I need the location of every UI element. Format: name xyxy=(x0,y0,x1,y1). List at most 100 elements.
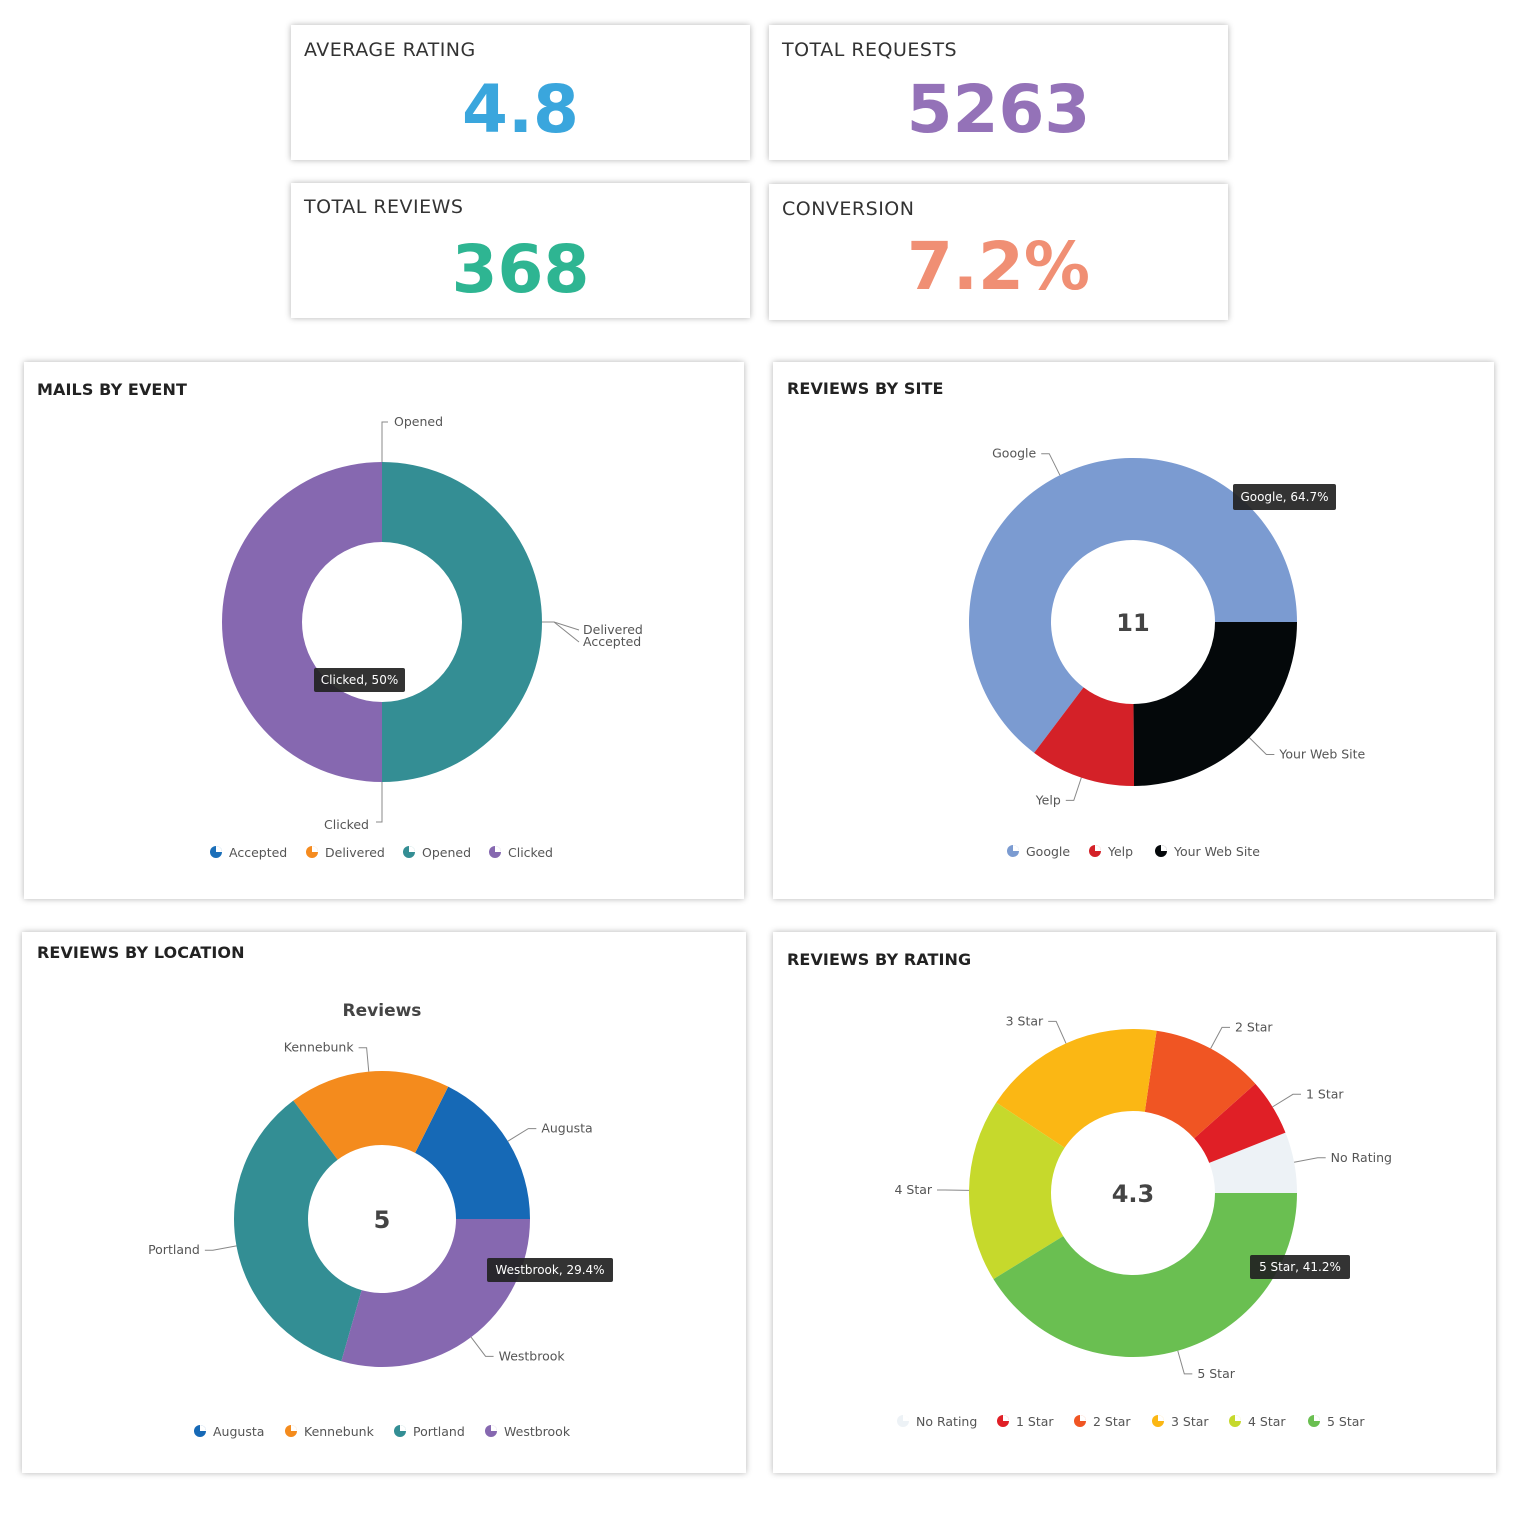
slice-opened[interactable] xyxy=(382,462,542,782)
kpi-label: CONVERSION xyxy=(782,198,915,220)
legend-label: Google xyxy=(1026,844,1070,859)
label-leader-line xyxy=(542,621,580,631)
kpi-value: 5263 xyxy=(906,71,1091,148)
label-leader-line xyxy=(1177,1350,1193,1375)
label-leader-line xyxy=(1248,737,1275,756)
legend-pie-icon-notch xyxy=(1158,1415,1164,1421)
slice-label-google: Google xyxy=(992,446,1036,461)
tooltip-text: Google, 64.7% xyxy=(1240,490,1328,504)
legend-pie-icon-notch xyxy=(216,846,222,852)
label-leader-line xyxy=(1065,777,1082,801)
legend-pie-icon-notch xyxy=(491,1425,497,1431)
tooltip-text: Clicked, 50% xyxy=(321,673,398,687)
slice-label-2-star: 2 Star xyxy=(1235,1019,1273,1034)
legend-item-delivered[interactable]: Delivered xyxy=(306,845,385,860)
tooltip-box xyxy=(1250,1255,1350,1279)
slice-clicked[interactable] xyxy=(222,462,382,782)
slice-label-your-web-site: Your Web Site xyxy=(1278,747,1365,762)
reviews-by-rating-chart: No Rating 1 Star 2 Star 3 Star 4 Star 5 Star 4… xyxy=(894,1013,1392,1429)
legend-item-augusta[interactable]: Augusta xyxy=(194,1424,264,1439)
kpi-value: 4.8 xyxy=(462,71,579,148)
legend-label: Augusta xyxy=(213,1424,264,1439)
label-leader-line xyxy=(470,1336,494,1357)
legend-item-accepted[interactable]: Accepted xyxy=(210,845,287,860)
slice-label-augusta: Augusta xyxy=(541,1121,592,1136)
legend-pie-icon-notch xyxy=(200,1425,206,1431)
kpi-card-total-reviews: TOTAL REVIEWS 368 xyxy=(291,183,750,318)
slice-label-yelp: Yelp xyxy=(1035,792,1061,807)
tooltip-box xyxy=(1233,484,1336,510)
panel-title: REVIEWS BY LOCATION xyxy=(37,943,245,962)
slice-portland[interactable] xyxy=(234,1100,362,1362)
legend-label: 5 Star xyxy=(1327,1414,1365,1429)
legend-pie-icon-notch xyxy=(1080,1415,1086,1421)
slice-label-westbrook: Westbrook xyxy=(499,1348,566,1363)
mails-by-event-chart: Accepted Delivered Opened Clicked Clicked, 5… xyxy=(210,414,643,860)
slice-your-web-site[interactable] xyxy=(1133,622,1297,786)
slice-2-star[interactable] xyxy=(1144,1030,1256,1139)
legend-label: Accepted xyxy=(229,845,287,860)
legend-item-kennebunk[interactable]: Kennebunk xyxy=(285,1424,375,1439)
panel-title: REVIEWS BY SITE xyxy=(787,379,944,398)
slice-yelp[interactable] xyxy=(1034,687,1135,786)
donut-slices xyxy=(234,1071,530,1367)
slice-google[interactable] xyxy=(969,457,1297,753)
legend-pie-icon-notch xyxy=(903,1415,909,1421)
legend-item-no-rating[interactable]: No Rating xyxy=(897,1414,977,1429)
legend-item-yelp[interactable]: Yelp xyxy=(1089,844,1133,859)
chart-tooltip: Westbrook, 29.4% xyxy=(487,1258,613,1282)
label-leader-line xyxy=(1210,1026,1231,1049)
panel-title: MAILS BY EVENT xyxy=(37,380,187,399)
slice-1-star[interactable] xyxy=(1194,1083,1286,1163)
legend-pie-icon-notch xyxy=(1013,845,1019,851)
donut-slices xyxy=(969,457,1297,786)
legend-item-clicked[interactable]: Clicked xyxy=(489,845,553,860)
kpi-value: 7.2% xyxy=(906,228,1091,305)
legend-item-google[interactable]: Google xyxy=(1007,844,1070,859)
label-leader-line xyxy=(381,421,388,462)
slice-label-opened: Opened xyxy=(394,414,443,429)
slice-label-no-rating: No Rating xyxy=(1331,1150,1392,1165)
legend-label: No Rating xyxy=(916,1414,977,1429)
legend-item-1-star[interactable]: 1 Star xyxy=(997,1414,1054,1429)
slice-label-kennebunk: Kennebunk xyxy=(284,1040,355,1055)
legend-item-5-star[interactable]: 5 Star xyxy=(1308,1414,1365,1429)
slice-3-star[interactable] xyxy=(996,1029,1157,1148)
kpi-label: TOTAL REQUESTS xyxy=(782,39,958,61)
panel-reviews-by-site: REVIEWS BY SITE Google Yelp Your Web Site 1… xyxy=(773,362,1494,899)
kpi-value: 368 xyxy=(451,231,590,308)
legend-item-4-star[interactable]: 4 Star xyxy=(1229,1414,1286,1429)
legend-label: 2 Star xyxy=(1093,1414,1131,1429)
legend-item-portland[interactable]: Portland xyxy=(394,1424,465,1439)
chart-subtitle: Reviews xyxy=(343,1001,422,1021)
reviews-by-location-chart: Reviews Augusta Kennebunk Portland Westbrook… xyxy=(148,1001,613,1439)
chart-tooltip: Clicked, 50% xyxy=(314,668,405,692)
legend-item-opened[interactable]: Opened xyxy=(403,845,471,860)
slice-augusta[interactable] xyxy=(415,1086,530,1219)
legend-item-your-web-site[interactable]: Your Web Site xyxy=(1155,844,1260,859)
slice-5-star[interactable] xyxy=(993,1193,1297,1357)
slice-label-4-star: 4 Star xyxy=(894,1182,932,1197)
legend-pie-icon-notch xyxy=(291,1425,297,1431)
slice-no-rating[interactable] xyxy=(1209,1132,1297,1193)
legend-item-2-star[interactable]: 2 Star xyxy=(1074,1414,1131,1429)
donut-center-value: 5 xyxy=(374,1206,391,1234)
slice-4-star[interactable] xyxy=(969,1102,1065,1280)
slice-westbrook[interactable] xyxy=(341,1219,530,1367)
label-leader-line xyxy=(1294,1157,1326,1163)
legend-pie-icon-notch xyxy=(1314,1415,1320,1421)
donut-center-value: 4.3 xyxy=(1112,1180,1155,1208)
label-leader-line xyxy=(1272,1093,1301,1108)
legend-label: Delivered xyxy=(325,845,385,860)
label-leader-line xyxy=(376,782,383,823)
label-leader-line xyxy=(1041,453,1061,476)
legend-item-3-star[interactable]: 3 Star xyxy=(1152,1414,1209,1429)
chart-tooltip: Google, 64.7% xyxy=(1233,484,1336,510)
legend-label: Portland xyxy=(413,1424,465,1439)
slice-kennebunk[interactable] xyxy=(293,1071,449,1160)
legend-label: Opened xyxy=(422,845,471,860)
legend-item-westbrook[interactable]: Westbrook xyxy=(485,1424,571,1439)
legend-pie-icon-notch xyxy=(409,846,415,852)
legend-pie-icon-notch xyxy=(312,846,318,852)
slice-label-5-star: 5 Star xyxy=(1197,1366,1235,1381)
